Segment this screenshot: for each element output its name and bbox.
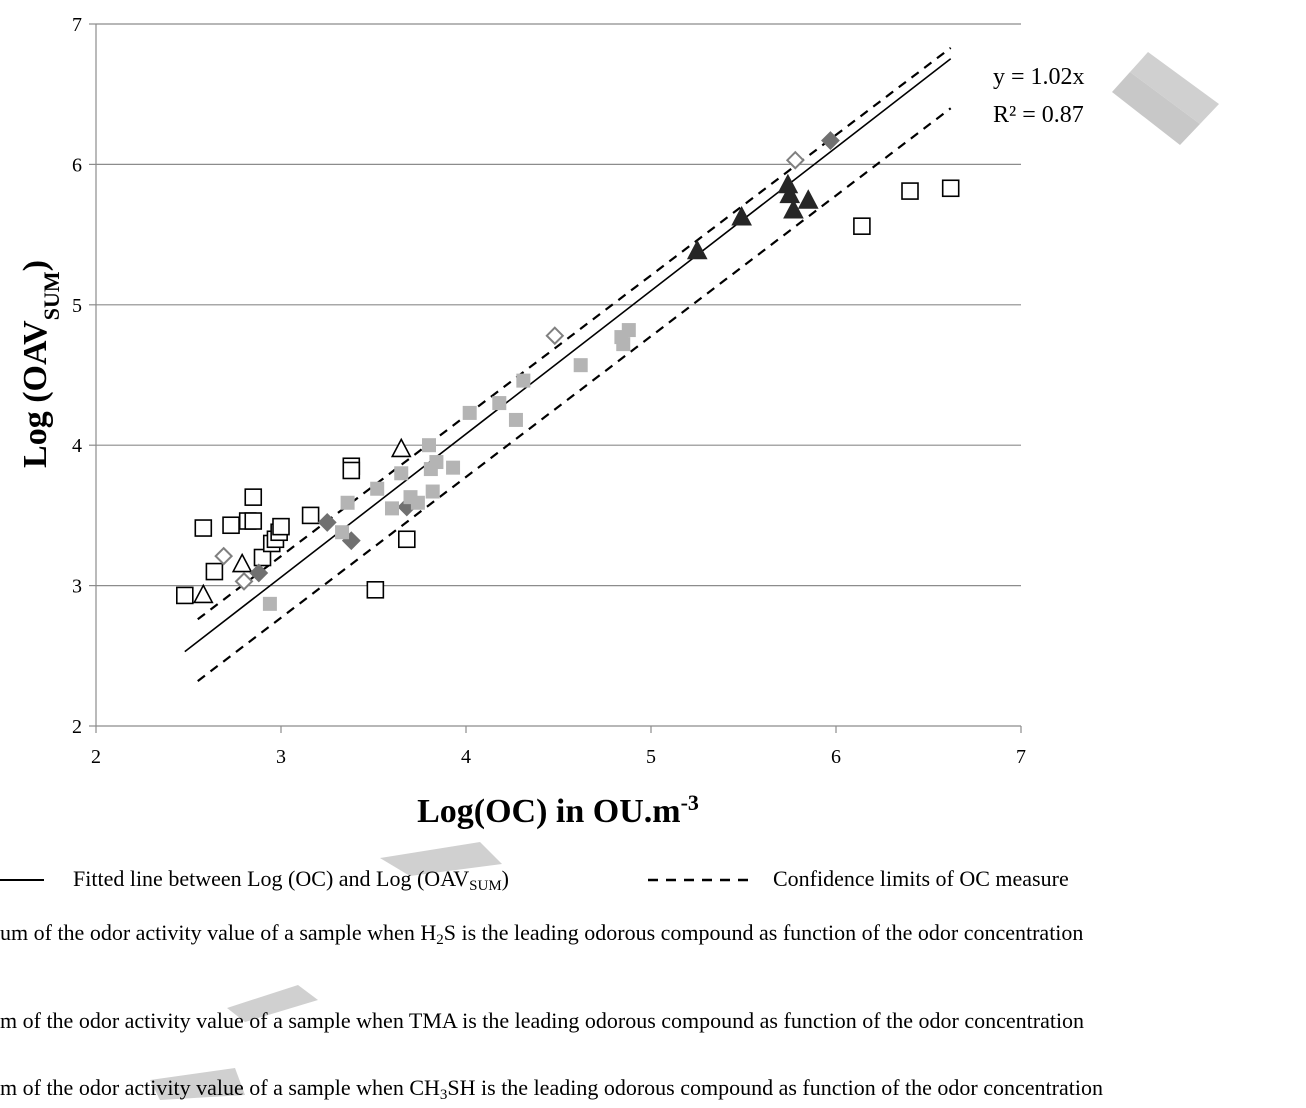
x-tick-label: 3 xyxy=(276,746,286,768)
open-square-point xyxy=(205,562,224,581)
filled-square-point xyxy=(508,412,523,427)
axes xyxy=(89,23,1022,733)
y-tick-label: 3 xyxy=(72,576,82,598)
data-points xyxy=(176,131,960,611)
filled-triangle-point xyxy=(779,183,801,204)
legend-fit-label: Fitted line between Log (OC) and Log (OA… xyxy=(73,866,509,894)
open-triangle-point xyxy=(390,437,412,458)
filled-diamond-point xyxy=(821,131,840,150)
filled-square-point xyxy=(410,495,425,510)
y-tick-label: 5 xyxy=(72,295,82,317)
open-square-point xyxy=(901,182,919,200)
open-square-point xyxy=(272,517,290,536)
filled-square-point xyxy=(425,484,440,499)
tick-labels: 2 3 4 5 6 7 2 3 4 5 6 7 xyxy=(72,14,1026,768)
filled-diamond-point xyxy=(317,513,337,532)
filled-square-point xyxy=(462,405,477,420)
filled-square-point xyxy=(394,466,409,481)
confidence-lower-line xyxy=(197,107,952,682)
y-tick-label: 2 xyxy=(72,716,82,738)
open-square-point xyxy=(941,179,960,198)
open-square-point xyxy=(853,217,871,235)
open-diamond-point xyxy=(214,546,234,566)
r2-label: R² = 0.87 xyxy=(993,102,1084,128)
filled-triangle-point xyxy=(783,199,804,219)
open-diamond-point xyxy=(234,571,254,591)
x-axis-title: Log(OC) in OU.m-3 xyxy=(417,790,699,831)
open-square-point xyxy=(397,530,416,549)
confidence-upper-line xyxy=(197,46,952,621)
filled-square-point xyxy=(492,396,507,411)
filled-triangle-point xyxy=(731,206,752,226)
filled-triangle-point xyxy=(686,239,708,260)
legend-confidence-label: Confidence limits of OC measure xyxy=(773,866,1069,891)
open-square-point xyxy=(244,512,263,530)
x-tick-label: 5 xyxy=(646,746,656,768)
filled-square-point xyxy=(370,481,385,496)
filled-square-point xyxy=(616,337,631,352)
legend-tma-text: m of the odor activity value of a sample… xyxy=(0,1008,1085,1033)
open-square-point xyxy=(253,548,272,567)
open-triangle-point xyxy=(231,552,253,573)
legend-h2s-text: um of the odor activity value of a sampl… xyxy=(0,920,1084,948)
open-diamond-point xyxy=(545,326,565,346)
filled-diamond-point xyxy=(249,563,269,583)
filled-square-point xyxy=(573,358,588,373)
filled-square-point xyxy=(516,373,531,388)
x-tick-label: 6 xyxy=(831,746,841,768)
filled-square-point xyxy=(262,596,277,611)
filled-square-point xyxy=(385,501,399,516)
grid-lines xyxy=(96,23,1021,587)
filled-square-point xyxy=(621,323,636,338)
open-square-point xyxy=(194,519,213,537)
filled-square-point xyxy=(340,495,355,510)
watermark xyxy=(150,52,1219,1100)
open-square-point xyxy=(244,488,263,506)
x-tick-label: 7 xyxy=(1016,746,1026,768)
equation-label: y = 1.02x xyxy=(993,64,1085,90)
open-square-point xyxy=(301,506,320,525)
open-square-point xyxy=(366,581,385,599)
filled-square-point xyxy=(446,460,461,475)
filled-triangle-point xyxy=(797,189,819,209)
y-tick-label: 6 xyxy=(72,154,82,176)
filled-square-point xyxy=(422,438,436,453)
open-square-point xyxy=(176,586,194,605)
x-tick-label: 4 xyxy=(461,746,471,768)
legend-ch3sh-text: m of the odor activity value of a sample… xyxy=(0,1075,1103,1103)
open-square-point xyxy=(222,516,240,535)
y-tick-label: 4 xyxy=(72,435,82,457)
filled-square-point xyxy=(429,455,444,470)
y-axis-title: Log (OAVSUM) xyxy=(17,260,64,468)
x-tick-label: 2 xyxy=(91,746,101,768)
y-tick-label: 7 xyxy=(72,14,82,36)
fitted-line xyxy=(184,58,952,653)
open-triangle-point xyxy=(192,583,214,604)
open-square-point xyxy=(342,461,361,480)
filled-square-point xyxy=(335,525,350,540)
open-diamond-point xyxy=(785,150,805,170)
